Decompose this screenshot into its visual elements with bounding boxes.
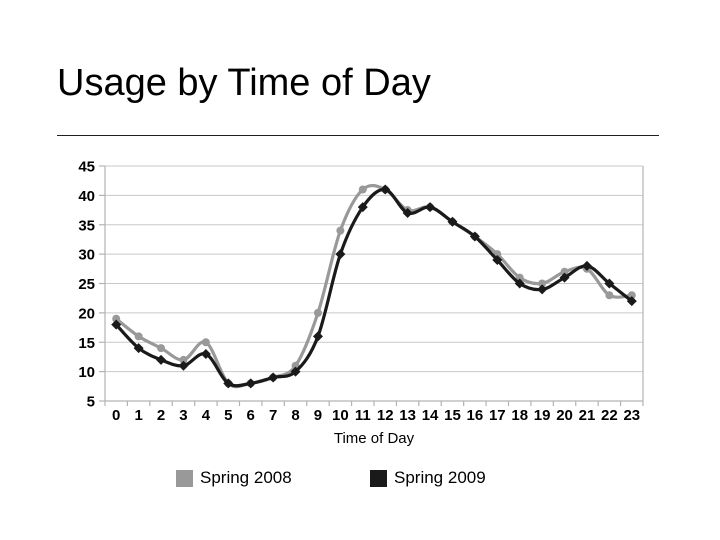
legend-item-spring-2009: Spring 2009 [370,468,486,488]
y-axis-label: 45 [78,159,95,176]
legend-label-spring-2009: Spring 2009 [394,468,486,487]
series-spring-2008 [112,183,636,389]
legend-swatch-spring-2009 [370,469,387,487]
data-point-spring-2009 [312,331,323,342]
x-axis-label: 16 [467,407,484,424]
x-axis-label: 13 [399,407,416,424]
data-point-spring-2009 [537,284,548,295]
y-axis-label: 35 [78,217,95,234]
data-point-spring-2009 [492,255,503,265]
x-axis-label: 5 [224,407,232,424]
data-point-spring-2008 [112,314,121,323]
x-axis-label: 19 [534,407,551,424]
slide-title: Usage by Time of Day [57,62,431,104]
data-point-spring-2009 [223,378,234,389]
data-point-spring-2008 [336,226,345,235]
data-point-spring-2008 [313,308,322,317]
data-point-spring-2009 [626,296,637,307]
x-axis-label: 6 [247,407,255,424]
x-axis-label: 9 [314,407,322,424]
x-axis-label: 14 [422,407,439,424]
x-axis-title: Time of Day [334,430,415,447]
gridlines [105,165,643,402]
x-axis-label: 10 [332,407,349,424]
data-point-spring-2009 [380,184,391,195]
x-axis-label: 18 [511,407,528,424]
data-point-spring-2008 [627,291,636,300]
data-point-spring-2009 [290,366,301,377]
data-point-spring-2008 [538,279,547,288]
x-axis-label: 17 [489,407,506,424]
series-spring-2009-line [114,187,634,388]
y-axis-label: 15 [78,335,95,352]
series-spring-2008-line [114,183,634,389]
legend-item-spring-2008: Spring 2008 [176,468,292,488]
x-axis-label: 0 [112,407,120,424]
data-point-spring-2009 [425,202,436,213]
x-axis-label: 8 [291,407,299,424]
data-point-spring-2008 [201,338,210,347]
x-axis-label: 12 [377,407,394,424]
x-axis-label: 23 [623,407,640,424]
x-axis-label: 2 [157,407,165,424]
x-axis-label: 3 [179,407,187,424]
data-point-spring-2008 [179,355,188,364]
data-point-spring-2008 [157,344,166,353]
data-point-spring-2009 [200,349,211,359]
y-axis-label: 40 [78,188,95,205]
data-point-spring-2008 [605,291,614,300]
legend-label-spring-2008: Spring 2008 [200,468,292,487]
x-axis: 0 1 2 3 4 5 6 7 8 9 10 11 12 13 14 15 16 17 18 19 20 21 22 23 [104,401,644,424]
data-point-spring-2009 [335,249,346,260]
data-point-spring-2009 [559,272,570,283]
data-point-spring-2009 [581,260,592,271]
data-point-spring-2009 [111,319,122,330]
data-point-spring-2009 [133,343,144,354]
x-axis-label: 11 [355,407,371,424]
data-point-spring-2009 [447,216,458,227]
y-axis: 5 10 15 20 25 30 35 40 45 [78,159,105,411]
y-axis-label: 5 [87,394,95,411]
data-point-spring-2008 [560,267,569,276]
data-point-spring-2009 [514,278,525,289]
x-axis-label: 7 [269,407,277,424]
data-point-spring-2009 [268,372,279,383]
data-point-spring-2009 [178,360,189,371]
legend-swatch-spring-2008 [176,469,193,487]
data-point-spring-2009 [402,208,413,218]
data-point-spring-2008 [134,332,143,341]
data-point-spring-2008 [515,273,524,282]
series-spring-2009 [111,184,637,389]
data-point-spring-2009 [357,202,368,213]
x-axis-label: 22 [601,407,618,424]
data-point-spring-2008 [358,185,367,194]
data-point-spring-2009 [156,354,167,365]
data-point-spring-2009 [469,231,480,242]
y-axis-label: 30 [78,247,95,264]
y-axis-label: 20 [78,305,95,322]
title-underline [57,135,659,136]
x-axis-label: 15 [444,407,461,424]
y-axis-label: 10 [78,364,95,381]
x-axis-label: 21 [579,407,596,424]
x-axis-label: 1 [134,407,142,424]
x-axis-label: 4 [202,407,211,424]
y-axis-label: 25 [78,276,95,293]
data-point-spring-2009 [604,278,615,289]
x-axis-label: 20 [556,407,573,424]
data-point-spring-2009 [245,378,256,389]
